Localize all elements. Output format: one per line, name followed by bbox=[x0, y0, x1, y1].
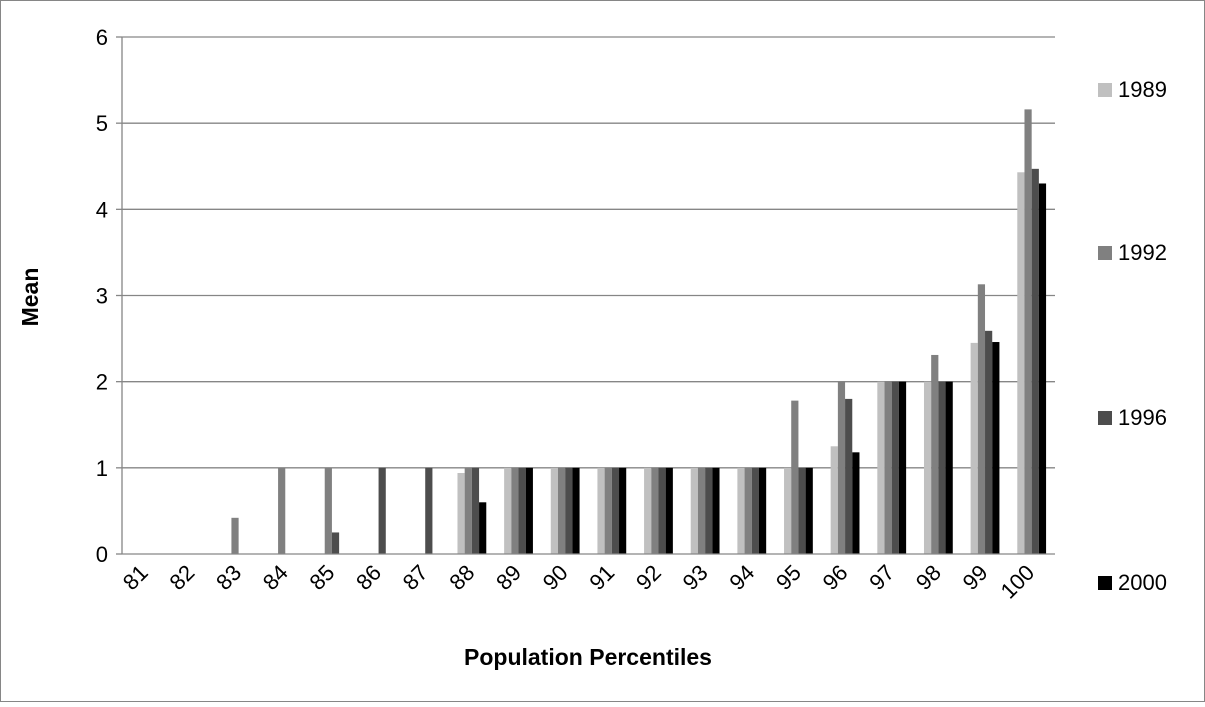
bar-1996-92 bbox=[658, 467, 666, 554]
bar-1996-95 bbox=[798, 467, 806, 554]
bar-1989-91 bbox=[597, 467, 605, 554]
bar-1992-94 bbox=[744, 467, 752, 554]
bar-1992-89 bbox=[511, 467, 519, 554]
bar-1996-86 bbox=[378, 467, 386, 554]
bar-1992-97 bbox=[884, 381, 892, 554]
bar-2000-91 bbox=[619, 467, 627, 554]
bar-1989-99 bbox=[970, 342, 978, 554]
bar-1996-91 bbox=[611, 467, 620, 554]
bar-1992-98 bbox=[931, 354, 939, 554]
legend-label-2000: 2000 bbox=[1118, 570, 1167, 595]
legend-swatch-2000 bbox=[1098, 576, 1112, 590]
y-tick-label: 6 bbox=[96, 25, 108, 50]
bar-1989-96 bbox=[830, 446, 838, 554]
y-tick-label: 4 bbox=[96, 197, 108, 222]
bar-1992-90 bbox=[557, 467, 566, 554]
bar-1996-85 bbox=[331, 532, 340, 554]
y-tick-label: 2 bbox=[96, 370, 108, 395]
bar-1989-93 bbox=[690, 467, 698, 554]
bar-1992-88 bbox=[464, 467, 472, 554]
y-tick-labels: 0 1 2 3 4 5 6 bbox=[96, 25, 108, 567]
bar-1996-98 bbox=[938, 381, 946, 554]
bar-1992-96 bbox=[837, 381, 846, 554]
bar-1989-88 bbox=[457, 473, 465, 554]
bar-2000-90 bbox=[572, 467, 580, 554]
bar-2000-89 bbox=[525, 467, 533, 554]
bar-1989-90 bbox=[550, 467, 558, 554]
bar-1989-94 bbox=[737, 467, 745, 554]
bar-1989-98 bbox=[923, 381, 932, 554]
bar-2000-92 bbox=[665, 467, 673, 554]
bar-1992-99 bbox=[977, 284, 986, 554]
bar-1989-100 bbox=[1017, 172, 1025, 554]
bar-1989-95 bbox=[784, 467, 792, 554]
legend-label-1989: 1989 bbox=[1118, 77, 1167, 102]
bar-1989-97 bbox=[877, 381, 885, 554]
y-tick-label: 5 bbox=[96, 111, 108, 136]
bar-1992-93 bbox=[697, 467, 706, 554]
bar-2000-88 bbox=[479, 502, 487, 554]
bar-1996-88 bbox=[471, 467, 480, 554]
bar-2000-100 bbox=[1038, 183, 1047, 554]
bar-1996-96 bbox=[845, 398, 853, 554]
y-axis-label: Mean bbox=[17, 268, 43, 327]
legend-swatch-1996 bbox=[1098, 411, 1112, 425]
bar-1996-94 bbox=[751, 467, 759, 554]
bar-1992-84 bbox=[278, 467, 286, 554]
bar-1992-91 bbox=[604, 467, 612, 554]
bar-1996-90 bbox=[565, 467, 573, 554]
bars bbox=[231, 109, 1047, 554]
bar-1992-83 bbox=[231, 517, 239, 554]
x-axis-label: Population Percentiles bbox=[464, 644, 712, 670]
bar-1996-99 bbox=[985, 330, 993, 554]
legend-label-1992: 1992 bbox=[1118, 240, 1167, 265]
bar-1992-95 bbox=[791, 400, 799, 554]
y-tick-label: 1 bbox=[96, 456, 108, 481]
legend-swatch-1989 bbox=[1098, 83, 1112, 97]
bar-1996-100 bbox=[1031, 168, 1039, 554]
legend-label-1996: 1996 bbox=[1118, 405, 1167, 430]
bar-1996-97 bbox=[891, 381, 899, 554]
axes bbox=[116, 36, 1055, 555]
bar-1996-87 bbox=[425, 467, 433, 554]
bar-1996-93 bbox=[705, 467, 713, 554]
bar-2000-98 bbox=[945, 381, 953, 554]
bar-2000-96 bbox=[852, 452, 860, 554]
bar-1992-85 bbox=[324, 467, 332, 554]
bar-1989-89 bbox=[504, 467, 512, 554]
bar-1989-92 bbox=[644, 467, 652, 554]
legend: 1989 1992 1996 2000 bbox=[1098, 77, 1167, 595]
bar-2000-95 bbox=[805, 467, 813, 554]
bar-1996-89 bbox=[518, 467, 526, 554]
bar-2000-99 bbox=[992, 342, 1000, 554]
y-tick-label: 3 bbox=[96, 284, 108, 309]
bar-2000-97 bbox=[898, 381, 907, 554]
bar-2000-94 bbox=[758, 467, 767, 554]
bar-1992-100 bbox=[1024, 109, 1032, 554]
y-tick-label: 0 bbox=[96, 542, 108, 567]
bar-2000-93 bbox=[712, 467, 720, 554]
legend-swatch-1992 bbox=[1098, 246, 1112, 260]
bar-1992-92 bbox=[651, 467, 659, 554]
